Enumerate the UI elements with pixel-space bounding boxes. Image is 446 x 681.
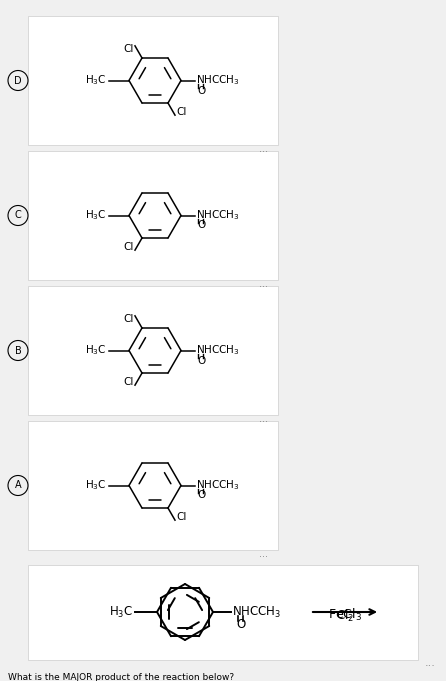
Text: Cl$_2$: Cl$_2$ (336, 608, 354, 624)
Text: H$_3$C: H$_3$C (86, 344, 107, 358)
FancyBboxPatch shape (28, 151, 278, 280)
Text: Cl: Cl (176, 107, 186, 117)
Text: H$_3$C: H$_3$C (109, 605, 133, 620)
Text: B: B (15, 345, 21, 355)
Text: O: O (197, 490, 205, 501)
FancyBboxPatch shape (28, 16, 278, 145)
Text: ...: ... (259, 144, 268, 154)
Text: H$_3$C: H$_3$C (86, 74, 107, 87)
Text: Cl: Cl (124, 242, 134, 252)
Text: H$_3$C: H$_3$C (86, 479, 107, 492)
Text: Cl: Cl (124, 377, 134, 387)
Text: O: O (197, 355, 205, 366)
Text: ...: ... (259, 414, 268, 424)
Text: ...: ... (425, 658, 435, 668)
Text: H$_3$C: H$_3$C (86, 208, 107, 223)
Text: FeCl$_3$: FeCl$_3$ (328, 607, 362, 623)
Text: NHCCH$_3$: NHCCH$_3$ (196, 74, 240, 87)
FancyBboxPatch shape (28, 421, 278, 550)
Text: C: C (15, 210, 21, 221)
Text: Cl: Cl (124, 314, 134, 324)
Text: What is the MAJOR product of the reaction below?: What is the MAJOR product of the reactio… (8, 673, 234, 681)
Text: O: O (197, 86, 205, 95)
Text: A: A (15, 481, 21, 490)
FancyBboxPatch shape (28, 286, 278, 415)
Text: NHCCH$_3$: NHCCH$_3$ (196, 479, 240, 492)
Text: O: O (197, 221, 205, 230)
Text: D: D (14, 76, 22, 86)
Text: NHCCH$_3$: NHCCH$_3$ (196, 344, 240, 358)
Text: Cl: Cl (124, 44, 134, 54)
Text: Cl: Cl (176, 512, 186, 522)
Text: ...: ... (259, 279, 268, 289)
FancyBboxPatch shape (28, 565, 418, 660)
Text: NHCCH$_3$: NHCCH$_3$ (232, 605, 281, 620)
Text: ...: ... (259, 549, 268, 559)
Text: NHCCH$_3$: NHCCH$_3$ (196, 208, 240, 223)
Text: O: O (236, 618, 246, 631)
